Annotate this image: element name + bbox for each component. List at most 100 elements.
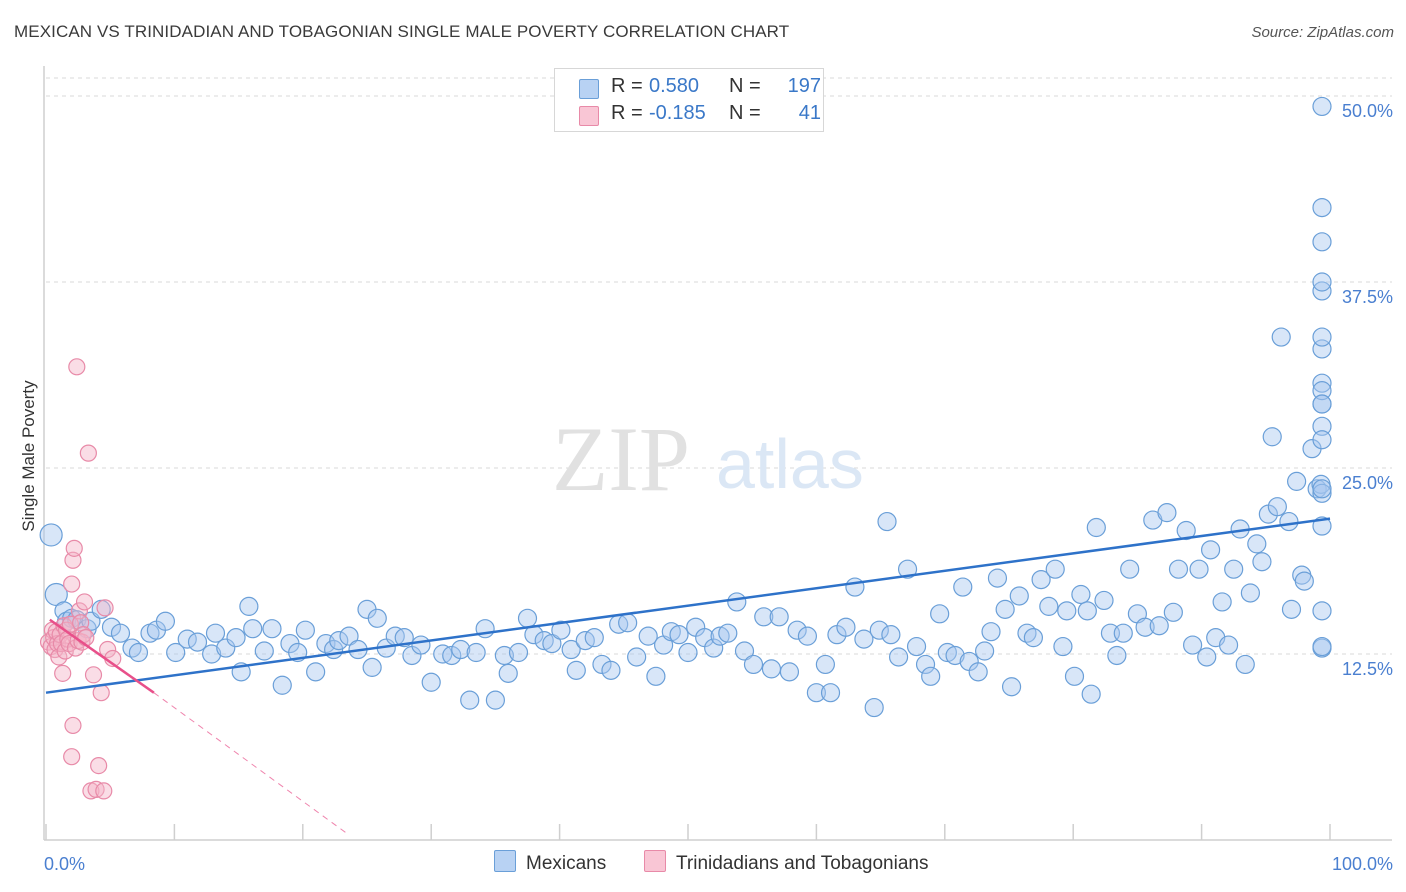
mexicans-point bbox=[888, 647, 909, 667]
mexicans-point bbox=[460, 690, 480, 710]
mexicans-point bbox=[1312, 479, 1332, 499]
mexicans-point bbox=[820, 683, 841, 703]
mexicans-point bbox=[362, 657, 382, 677]
mexicans-point bbox=[945, 645, 965, 666]
trinidadians-swatch bbox=[579, 106, 599, 126]
mexicans-point bbox=[1218, 635, 1239, 655]
mexicans-point bbox=[1197, 647, 1217, 667]
y-tick-label: 50.0% bbox=[1342, 101, 1393, 121]
mexicans-point bbox=[1001, 677, 1022, 697]
mexicans-point bbox=[1183, 635, 1203, 655]
mexicans-point bbox=[975, 641, 995, 661]
mexicans-point bbox=[1163, 602, 1183, 622]
mexicans-point bbox=[1312, 327, 1332, 347]
mexicans-point bbox=[897, 559, 918, 579]
mexicans-point bbox=[734, 641, 755, 661]
mexicans-legend-swatch bbox=[494, 850, 516, 872]
trinidadians-point bbox=[79, 444, 97, 462]
mexicans-point bbox=[1247, 534, 1267, 554]
legend-label: Mexicans bbox=[526, 853, 607, 874]
mexicans-point bbox=[987, 568, 1008, 588]
y-axis-label: Single Male Poverty bbox=[19, 380, 38, 532]
legend-item-trinidadians[interactable]: Trinidadians and Tobagonians bbox=[644, 850, 928, 875]
mexicans-point bbox=[1312, 272, 1332, 292]
r-label: R = bbox=[611, 75, 643, 97]
mexicans-point bbox=[1312, 394, 1332, 414]
mexicans-point bbox=[1189, 559, 1209, 579]
mexicans-point bbox=[815, 654, 835, 675]
n-value: 41 bbox=[798, 102, 821, 124]
mexicans-point bbox=[1312, 601, 1332, 621]
mexicans-point bbox=[1086, 517, 1106, 538]
mexicans-point bbox=[1287, 471, 1307, 491]
watermark-zip: ZIP bbox=[552, 408, 690, 510]
mexicans-point bbox=[1157, 503, 1177, 523]
mexicans-point bbox=[1240, 583, 1260, 603]
mexicans-point bbox=[1312, 483, 1332, 503]
mexicans-point bbox=[921, 666, 941, 686]
n-label: N = bbox=[729, 75, 761, 97]
mexicans-point bbox=[710, 626, 730, 646]
mexicans-point bbox=[1212, 592, 1232, 612]
mexicans-point bbox=[1135, 617, 1155, 637]
mexicans-point bbox=[411, 635, 431, 655]
mexicans-point bbox=[953, 577, 973, 597]
watermark-atlas: atlas bbox=[716, 425, 864, 503]
x-tick-label: 100.0% bbox=[1332, 854, 1393, 874]
mexicans-point bbox=[718, 623, 738, 643]
mexicans-point bbox=[466, 642, 486, 663]
y-tick-label: 37.5% bbox=[1342, 287, 1393, 307]
trinidadians-point bbox=[95, 782, 113, 800]
stats-legend: R = 0.580 N = 197 R = -0.185 N = 41 bbox=[554, 68, 824, 132]
mexicans-point bbox=[1312, 373, 1332, 393]
mexicans-point bbox=[881, 625, 901, 645]
mexicans-swatch bbox=[579, 79, 599, 99]
mexicans-point bbox=[1064, 666, 1085, 686]
mexicans-point bbox=[584, 628, 604, 648]
mexicans-point bbox=[854, 629, 874, 649]
trinidadians-point bbox=[64, 716, 82, 735]
mexicans-point bbox=[787, 620, 807, 640]
mexicans-point bbox=[1094, 590, 1114, 611]
mexicans-point bbox=[216, 638, 236, 658]
n-label: N = bbox=[729, 102, 761, 124]
mexicans-point bbox=[187, 632, 208, 652]
mexicans-point bbox=[1031, 569, 1051, 590]
mexicans-point bbox=[110, 623, 131, 643]
mexicans-point bbox=[1168, 559, 1189, 579]
trinidadians-point bbox=[84, 666, 103, 684]
mexicans-point bbox=[421, 672, 441, 692]
mexicans-point bbox=[1039, 596, 1059, 616]
mexicans-point bbox=[202, 644, 222, 664]
trinidadians-trend-line bbox=[49, 618, 155, 694]
mexicans-point bbox=[1279, 511, 1299, 532]
mexicans-point bbox=[1312, 636, 1332, 657]
mexicans-point bbox=[485, 690, 505, 710]
mexicans-point bbox=[329, 631, 349, 651]
mexicans-point bbox=[906, 636, 927, 657]
mexicans-point bbox=[995, 599, 1015, 619]
mexicans-trend-line bbox=[45, 517, 1331, 694]
mexicans-point bbox=[754, 607, 774, 627]
trinidadians-point bbox=[77, 629, 95, 647]
mexicans-point bbox=[704, 638, 724, 658]
mexicans-point bbox=[779, 662, 800, 682]
mexicans-point bbox=[937, 642, 957, 663]
mexicans-point bbox=[1149, 616, 1169, 636]
mexicans-point bbox=[1113, 623, 1133, 643]
mexicans-point bbox=[155, 611, 176, 631]
mexicans-point bbox=[1107, 645, 1127, 666]
trinidadians-point bbox=[50, 648, 68, 666]
mexicans-point bbox=[339, 626, 359, 646]
mexicans-point bbox=[845, 577, 865, 597]
mexicans-point bbox=[1081, 684, 1101, 704]
mexicans-point bbox=[262, 619, 282, 639]
mexicans-point bbox=[1312, 416, 1332, 436]
trinidadians-point bbox=[99, 640, 117, 659]
mexicans-point bbox=[797, 626, 818, 646]
x-tick-label: 0.0% bbox=[44, 854, 85, 874]
mexicans-point bbox=[1312, 198, 1332, 218]
mexicans-point bbox=[566, 660, 586, 680]
legend-item-mexicans[interactable]: Mexicans bbox=[494, 850, 606, 875]
